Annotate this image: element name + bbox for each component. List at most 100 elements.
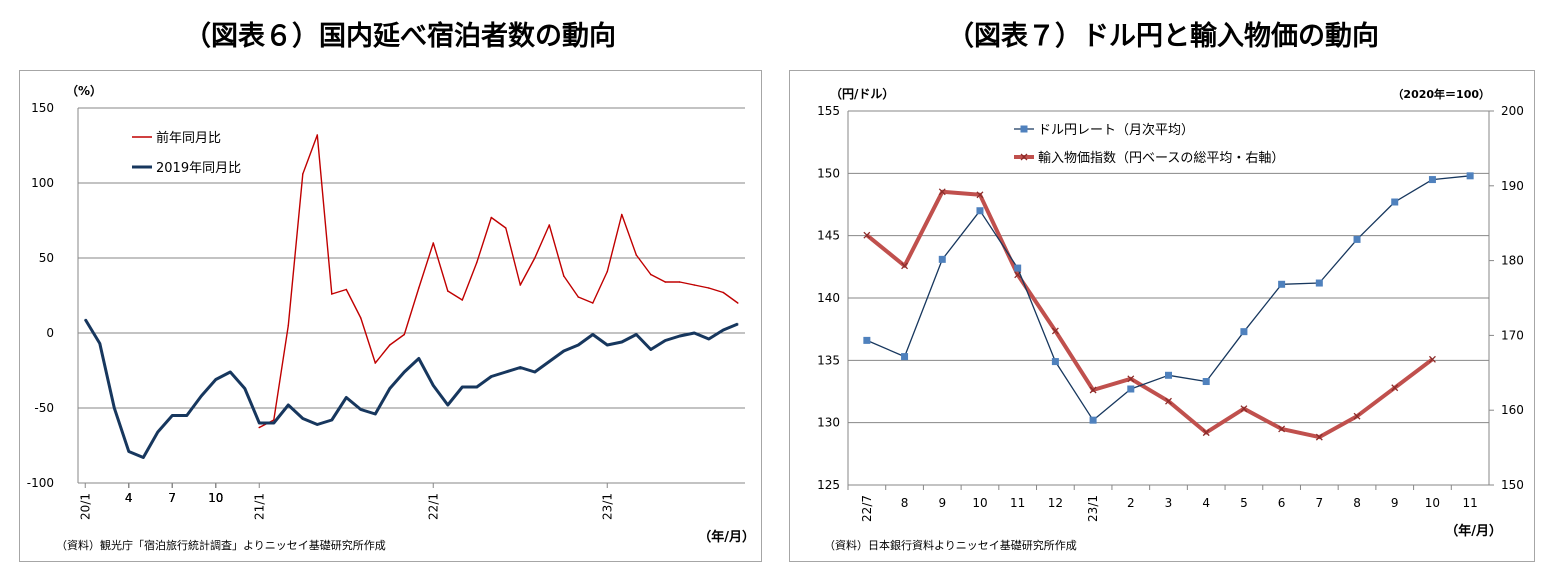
- data-point: [229, 371, 232, 373]
- data-point-x: [1353, 412, 1361, 420]
- data-point: [316, 423, 319, 426]
- data-point: [98, 342, 101, 345]
- data-point: [649, 348, 652, 351]
- x-tick-label: 22/1: [426, 493, 440, 520]
- y-tick-label: 155: [817, 104, 840, 118]
- y-tick-label: 100: [31, 176, 54, 190]
- data-point: [475, 386, 478, 388]
- y-axis-unit-label: （%）: [66, 83, 102, 98]
- x-tick-label: 11: [1010, 496, 1025, 510]
- data-point: [606, 270, 609, 273]
- data-point-square: [1353, 235, 1361, 243]
- x-tick-label: 10: [208, 491, 223, 505]
- y-tick-label: 150: [31, 101, 54, 115]
- data-point: [359, 408, 362, 411]
- data-point-x: [1202, 429, 1210, 437]
- data-point-x: [1428, 355, 1436, 363]
- y-tick-label: 125: [817, 478, 840, 492]
- x-tick-label: 21/1: [252, 493, 266, 520]
- data-point: [287, 404, 290, 406]
- data-point-square: [1391, 198, 1399, 206]
- data-point-x: [976, 191, 984, 199]
- data-point: [403, 371, 406, 373]
- y-tick-label: 145: [817, 229, 840, 243]
- data-point: [156, 431, 159, 433]
- y-tick-label: 135: [817, 353, 840, 367]
- legend-label: 輸入物価指数（円ベースの総平均・右軸）: [1038, 151, 1284, 166]
- data-point: [461, 299, 464, 301]
- data-point: [693, 284, 696, 286]
- data-point: [142, 456, 145, 459]
- legend-label: ドル円レート（月次平均）: [1038, 122, 1194, 138]
- x-tick-label: 6: [1278, 496, 1286, 510]
- x-tick-label: 11: [1463, 496, 1478, 510]
- chart2-title: （図表７）ドル円と輸入物価の動向: [947, 21, 1379, 52]
- data-point: [417, 287, 420, 289]
- data-point-x: [1165, 397, 1172, 405]
- y-tick-label: 0: [46, 326, 54, 340]
- x-tick-label: 22/7: [860, 495, 874, 522]
- data-point-x: [938, 188, 946, 196]
- data-point: [272, 422, 275, 424]
- data-point: [533, 257, 536, 259]
- x-tick-label: 10: [208, 491, 223, 505]
- x-tick-label: 23/1: [1086, 495, 1100, 522]
- data-point-square: [1466, 172, 1474, 180]
- x-tick-label: 7: [168, 491, 176, 505]
- data-point-x: [1127, 375, 1135, 383]
- data-point-square: [1428, 176, 1436, 184]
- data-point: [127, 450, 130, 453]
- data-point-square: [1014, 264, 1022, 272]
- data-point: [577, 344, 580, 346]
- data-point-square: [1202, 378, 1210, 386]
- data-point: [171, 414, 174, 417]
- data-point: [475, 261, 478, 264]
- data-point-x: [1315, 433, 1323, 441]
- data-point: [533, 371, 536, 373]
- data-point: [446, 290, 449, 292]
- data-point: [388, 387, 391, 390]
- data-point: [417, 357, 420, 360]
- data-point: [562, 350, 565, 352]
- data-point-x: [901, 262, 909, 270]
- data-point: [330, 419, 333, 421]
- data-point: [200, 395, 203, 397]
- x-tick-label: 7: [168, 491, 176, 505]
- data-point: [432, 384, 435, 387]
- data-point: [693, 332, 696, 334]
- chart2-svg: 155150145140135130125200190180170160150（…: [817, 86, 1524, 552]
- data-point: [243, 387, 246, 390]
- data-point: [722, 329, 725, 331]
- x-tick-label: 23/1: [600, 493, 614, 520]
- data-point: [591, 302, 594, 304]
- data-point-square: [976, 207, 984, 215]
- data-point: [374, 413, 377, 415]
- source-note: （資料）日本銀行資料よりニッセイ基礎研究所作成: [824, 538, 1077, 552]
- x-tick-label: 10: [972, 496, 987, 510]
- data-point-square: [863, 336, 871, 344]
- data-point-square: [1240, 328, 1248, 336]
- chart1-title: （図表６）国内延べ宿泊者数の動向: [184, 21, 616, 52]
- data-point: [664, 281, 667, 283]
- data-point-square: [1051, 358, 1059, 366]
- data-point: [562, 275, 565, 277]
- y2-tick-label: 190: [1501, 179, 1524, 193]
- data-point-square: [938, 255, 946, 263]
- data-point: [330, 293, 333, 295]
- y-tick-label: 130: [817, 416, 840, 430]
- data-point: [591, 333, 594, 336]
- x-axis-label: （年/月）: [1445, 523, 1502, 539]
- x-tick-label: 10: [1425, 496, 1440, 510]
- y2-tick-label: 170: [1501, 328, 1524, 342]
- series-line-0: [258, 134, 739, 429]
- data-point: [548, 224, 551, 226]
- x-tick-label: 4: [1202, 496, 1210, 510]
- x-tick-label: 2: [1127, 496, 1135, 510]
- y2-tick-label: 150: [1501, 478, 1524, 492]
- data-point: [446, 404, 449, 406]
- data-point: [258, 426, 261, 429]
- x-tick-label: 4: [125, 491, 133, 505]
- data-point: [635, 254, 638, 256]
- data-point: [185, 414, 188, 417]
